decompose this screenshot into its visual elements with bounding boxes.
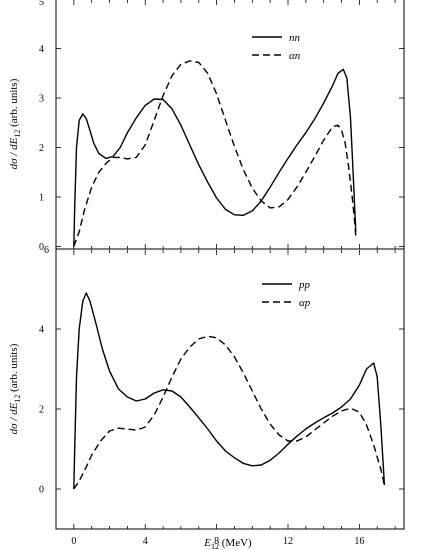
x-tick-label: 8	[214, 536, 219, 547]
top-y-ticks: 0 1 2 3 4	[39, 44, 404, 253]
x-tick-label: 0	[71, 536, 76, 547]
y-tick-label: 4	[39, 44, 44, 55]
bottom-y-axis-label: dσ / dE12 (arb. units)	[8, 343, 22, 434]
legend-label-pp: pp	[298, 279, 311, 291]
top-x-ticks	[73, 0, 396, 249]
bottom-panel-top-tick-label: 6	[44, 245, 49, 256]
y-tick-label: 0	[39, 485, 44, 496]
bottom-panel-frame	[55, 248, 405, 530]
y-tick-label: 1	[39, 193, 44, 204]
series-line-αn	[73, 60, 357, 247]
x-tick-label: 12	[283, 536, 293, 547]
x-tick-label: 16	[354, 536, 364, 547]
top-curves	[73, 60, 357, 247]
x-tick-label: 4	[143, 536, 148, 547]
y-tick-label: 2	[39, 143, 44, 154]
top-panel: 0 1 2 3 4 5 nn αn dσ / dE12 (arb. units)	[8, 0, 405, 253]
legend-label-αp: αp	[299, 297, 311, 309]
legend-label-nn: nn	[289, 32, 301, 44]
series-line-pp	[73, 292, 386, 490]
x-axis-label: E12 (MeV)	[203, 537, 252, 550]
bottom-legend: pp αp	[262, 279, 311, 309]
bottom-y-ticks: 0 2 4	[39, 325, 404, 496]
top-legend: nn αn	[252, 32, 301, 62]
series-line-nn	[73, 68, 357, 247]
series-line-αp	[73, 335, 386, 490]
legend-label-αn: αn	[289, 50, 301, 62]
y-tick-label: 0	[39, 242, 44, 253]
y-tick-label: 3	[39, 94, 44, 105]
y-tick-label: 4	[39, 325, 44, 336]
top-panel-top-tick-label: 5	[39, 0, 44, 8]
bottom-panel: 0 2 4 0 4 8 12 16 6 pp αp dσ / dE12 (arb. units…	[8, 245, 405, 550]
y-tick-label: 2	[39, 405, 44, 416]
top-y-axis-label: dσ / dE12 (arb. units)	[8, 78, 22, 169]
bottom-curves	[73, 292, 386, 490]
bottom-x-ticks: 0 4 8 12 16	[71, 250, 396, 547]
